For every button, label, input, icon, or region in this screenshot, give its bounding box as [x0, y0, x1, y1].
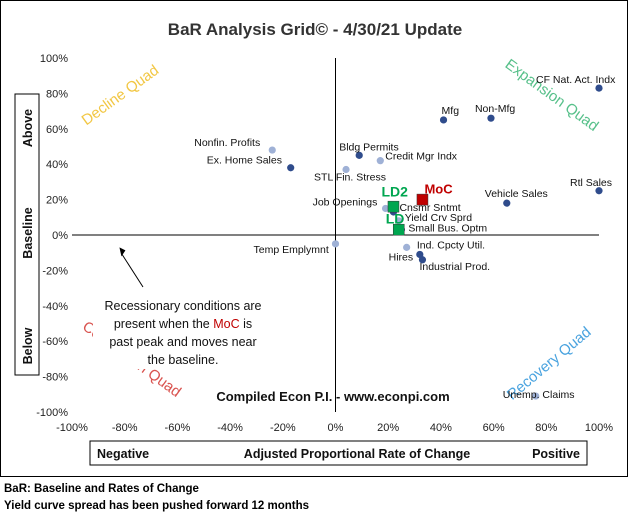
data-label-nonfin-profits: Nonfin. Profits	[194, 137, 260, 149]
annotation-line: past peak and moves near	[109, 335, 256, 349]
marker-moc	[416, 193, 429, 206]
annotation-line: present when the MoC is	[114, 317, 252, 331]
x-tick-label: -20%	[270, 422, 296, 434]
x-tick-label: -60%	[165, 422, 191, 434]
bar-analysis-grid-chart: BaR Analysis Grid© - 4/30/21 Update -100%…	[14, 20, 616, 466]
annotation-text: is	[240, 317, 253, 331]
data-label-rtl-sales: Rtl Sales	[570, 177, 612, 189]
data-point-stl-fin-stress	[342, 165, 350, 174]
y-tick-label: -20%	[42, 265, 68, 277]
annotation-text: present when the	[114, 317, 213, 331]
marker-label-moc: MoC	[424, 182, 453, 197]
y-tick-label: -80%	[42, 372, 68, 384]
source-label: Compiled Econ P.I. - www.econpi.com	[216, 389, 449, 404]
annotation-line: the baseline.	[148, 353, 219, 367]
y-tick-label: 40%	[46, 159, 68, 171]
data-label-ex-home-sales: Ex. Home Sales	[207, 155, 282, 167]
x-tick-label: -100%	[56, 422, 88, 434]
x-tick-label: 80%	[535, 422, 557, 434]
marker-label-ld: LD	[386, 211, 405, 227]
annotation-text: the baseline.	[148, 353, 219, 367]
data-point-vehicle-sales	[503, 199, 511, 207]
marker-ld	[392, 223, 405, 236]
data-label-mfg: Mfg	[442, 105, 460, 117]
data-point-bldg-permits	[355, 151, 363, 159]
y-axis-label-box	[14, 93, 40, 376]
x-tick-label: 60%	[483, 422, 505, 434]
data-point-hires	[403, 243, 411, 251]
chart-frame: BaR Analysis Grid© - 4/30/21 Update -100%…	[0, 0, 628, 477]
data-point-industrial-prod	[418, 256, 427, 264]
data-label-credit-mgr-indx: Credit Mgr Indx	[385, 151, 458, 163]
data-label-cf-nat-act-indx: CF Nat. Act. Indx	[536, 74, 616, 86]
annotation-line: Recessionary conditions are	[104, 299, 261, 313]
x-tick-label: 0%	[328, 422, 344, 434]
data-label-ind-cpcty-util: Ind. Cpcty Util.	[417, 239, 485, 251]
annotation-text: past peak and moves near	[109, 335, 256, 349]
data-label-non-mfg: Non-Mfg	[475, 103, 515, 115]
data-label-unemp-claims: Unemp. Claims	[503, 389, 575, 401]
data-point-ind-cpcty-util	[416, 250, 424, 259]
data-label-industrial-prod: Industrial Prod.	[419, 261, 490, 273]
data-point-mfg	[439, 116, 448, 124]
data-point-yield-crv-sprd	[395, 217, 403, 225]
y-axis-label-bottom: Below	[21, 327, 35, 364]
data-point-job-openings	[381, 204, 390, 213]
marker-ld2	[387, 200, 400, 213]
data-point-unemp-claims	[532, 392, 540, 400]
y-tick-label: 0%	[52, 230, 68, 242]
data-label-yield-crv-sprd: Yield Crv Sprd	[405, 212, 472, 224]
y-tick-label: -100%	[36, 407, 68, 419]
data-label-vehicle-sales: Vehicle Sales	[485, 188, 548, 200]
data-label-hires: Hires	[389, 251, 414, 263]
x-tick-label: 20%	[377, 422, 399, 434]
y-axis-label-middle: Baseline	[21, 207, 35, 258]
quadrant-label-expansion-quad: Expansion Quad	[502, 56, 602, 135]
footnote-yield-curve: Yield curve spread has been pushed forwa…	[4, 500, 310, 512]
data-label-bldg-permits: Bldg Permits	[339, 141, 399, 153]
data-point-cf-nat-act-indx	[595, 84, 603, 92]
data-point-ex-home-sales	[287, 164, 295, 172]
data-point-credit-mgr-indx	[376, 157, 384, 165]
data-label-stl-fin-stress: STL Fin. Stress	[314, 172, 386, 184]
x-tick-label: -80%	[112, 422, 138, 434]
data-point-non-mfg	[487, 114, 495, 122]
data-point-nonfin-profits	[268, 146, 276, 154]
x-tick-label: 40%	[430, 422, 452, 434]
x-tick-label: -40%	[217, 422, 243, 434]
y-axis-label-top: Above	[21, 109, 35, 147]
annotation-box	[93, 293, 273, 369]
x-axis-label-right: Positive	[532, 447, 580, 461]
data-label-temp-emplymnt: Temp Emplymnt	[254, 244, 329, 256]
x-axis-label-center: Adjusted Proportional Rate of Change	[244, 447, 470, 461]
data-label-small-bus-optm: Small Bus. Optm	[408, 223, 487, 235]
x-axis-label-left: Negative	[97, 447, 149, 461]
annotation-arrow-head	[119, 247, 126, 257]
chart-title: BaR Analysis Grid© - 4/30/21 Update	[168, 20, 462, 39]
y-tick-label: -60%	[42, 336, 68, 348]
quadrant-label-decline-quad: Decline Quad	[79, 62, 163, 129]
data-point-rtl-sales	[595, 187, 603, 195]
y-tick-label: -40%	[42, 301, 68, 313]
data-label-job-openings: Job Openings	[313, 196, 378, 208]
y-tick-label: 80%	[46, 88, 68, 100]
data-label-cnsmr-sntmt: Cnsmr Sntmt	[399, 202, 460, 214]
marker-label-ld2: LD2	[381, 184, 408, 200]
data-point-temp-emplymnt	[331, 240, 340, 248]
footnote-bar-definition: BaR: Baseline and Rates of Change	[4, 483, 199, 495]
y-tick-label: 100%	[40, 53, 68, 65]
annotation-text: Recessionary conditions are	[104, 299, 261, 313]
x-axis-label-box	[89, 440, 588, 466]
y-tick-label: 60%	[46, 124, 68, 136]
y-tick-label: 20%	[46, 195, 68, 207]
annotation-arrow-line	[121, 253, 144, 288]
annotation-moc: MoC	[213, 317, 239, 331]
x-tick-label: 100%	[585, 422, 613, 434]
